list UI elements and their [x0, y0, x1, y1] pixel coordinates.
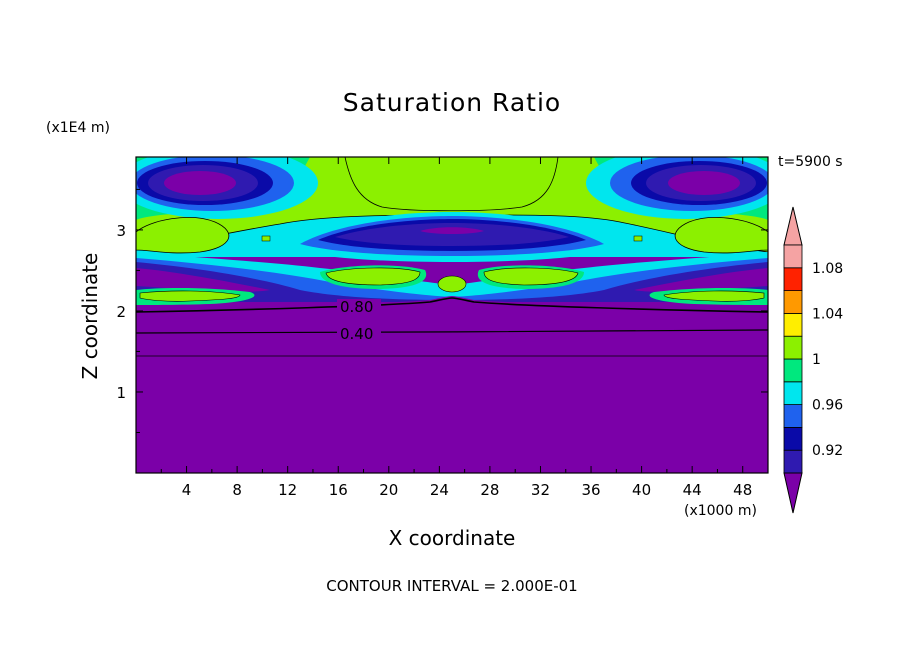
- region-mid-band: [136, 268, 270, 292]
- region-mid-band: [136, 262, 768, 302]
- x-tick-label: 12: [278, 481, 297, 499]
- colorbar: 0.92 0.96 1 1.04 1.08: [783, 206, 843, 514]
- region-center-green: [483, 267, 579, 286]
- colorbar-swatch: [783, 312, 803, 337]
- y-ticks: 1 2 3: [116, 188, 768, 433]
- colorbar-swatch: [783, 381, 803, 405]
- contour-field: [136, 157, 768, 473]
- x-tick-label: 48: [733, 481, 752, 499]
- region-side-green-left: [136, 217, 230, 254]
- colorbar-label: 1.08: [812, 261, 843, 277]
- x-tick-label: 44: [683, 481, 702, 499]
- colorbar-label: 0.96: [812, 398, 843, 414]
- x-ticks: 4 8 12 16 20 24 28 32 36 40 44 48: [160, 157, 752, 499]
- plot-frame: [135, 156, 769, 474]
- x-tick-label: 32: [531, 481, 550, 499]
- x-tick-label: 40: [632, 481, 651, 499]
- x-tick-label: 16: [329, 481, 348, 499]
- x-tick-label: 28: [480, 481, 499, 499]
- region-central-dry: [420, 227, 484, 234]
- colorbar-swatch: [783, 449, 803, 474]
- x-tick-label: 4: [182, 481, 192, 499]
- colorbar-swatch: [783, 404, 803, 428]
- y-unit-label: (x1E4 m): [46, 120, 110, 136]
- y-tick-label: 2: [116, 303, 126, 321]
- x-tick-label: 8: [232, 481, 242, 499]
- contour-label-bg: [337, 326, 381, 340]
- colorbar-swatch: [783, 426, 803, 451]
- contour-label: 0.40: [340, 325, 373, 343]
- region-top-green-cell: [344, 157, 559, 212]
- contour-interval-note: CONTOUR INTERVAL = 2.000E-01: [326, 577, 578, 595]
- colorbar-label: 0.92: [812, 443, 843, 459]
- contour-label-bg: [337, 299, 381, 313]
- region-left-vortex: [164, 171, 236, 195]
- contour-label: 0.80: [340, 298, 373, 316]
- contour-line: [136, 329, 768, 334]
- region-small-cell: [261, 235, 271, 242]
- x-tick-label: 36: [581, 481, 600, 499]
- region-lower-green-right: [663, 290, 765, 302]
- region-mid-band: [634, 268, 768, 292]
- colorbar-label: 1: [812, 352, 821, 368]
- region-center-green: [437, 275, 467, 293]
- colorbar-arrow-bottom: [783, 472, 803, 514]
- colorbar-swatch: [783, 335, 803, 360]
- contour-line: [136, 297, 768, 313]
- region-lower-green-left: [139, 290, 241, 302]
- colorbar-swatch: [783, 244, 803, 269]
- x-axis-label: X coordinate: [388, 526, 516, 550]
- y-tick-label: 1: [116, 384, 126, 402]
- colorbar-swatch: [783, 267, 803, 291]
- region-small-cell: [633, 235, 643, 242]
- x-tick-label: 20: [379, 481, 398, 499]
- colorbar-label: 1.04: [812, 306, 843, 322]
- region-central-dry: [335, 223, 569, 246]
- region-side-green-right: [674, 217, 768, 254]
- colorbar-arrow-top: [783, 206, 803, 246]
- x-unit-label: (x1000 m): [684, 503, 757, 519]
- region-center-green: [325, 267, 421, 286]
- time-label: t=5900 s: [778, 154, 843, 170]
- y-tick-label: 3: [116, 222, 126, 240]
- region-lower-dry: [136, 296, 768, 473]
- colorbar-swatch: [783, 290, 803, 314]
- region-right-vortex: [668, 171, 740, 195]
- colorbar-swatch: [783, 358, 803, 383]
- chart-title: Saturation Ratio: [342, 88, 562, 117]
- x-tick-label: 24: [430, 481, 449, 499]
